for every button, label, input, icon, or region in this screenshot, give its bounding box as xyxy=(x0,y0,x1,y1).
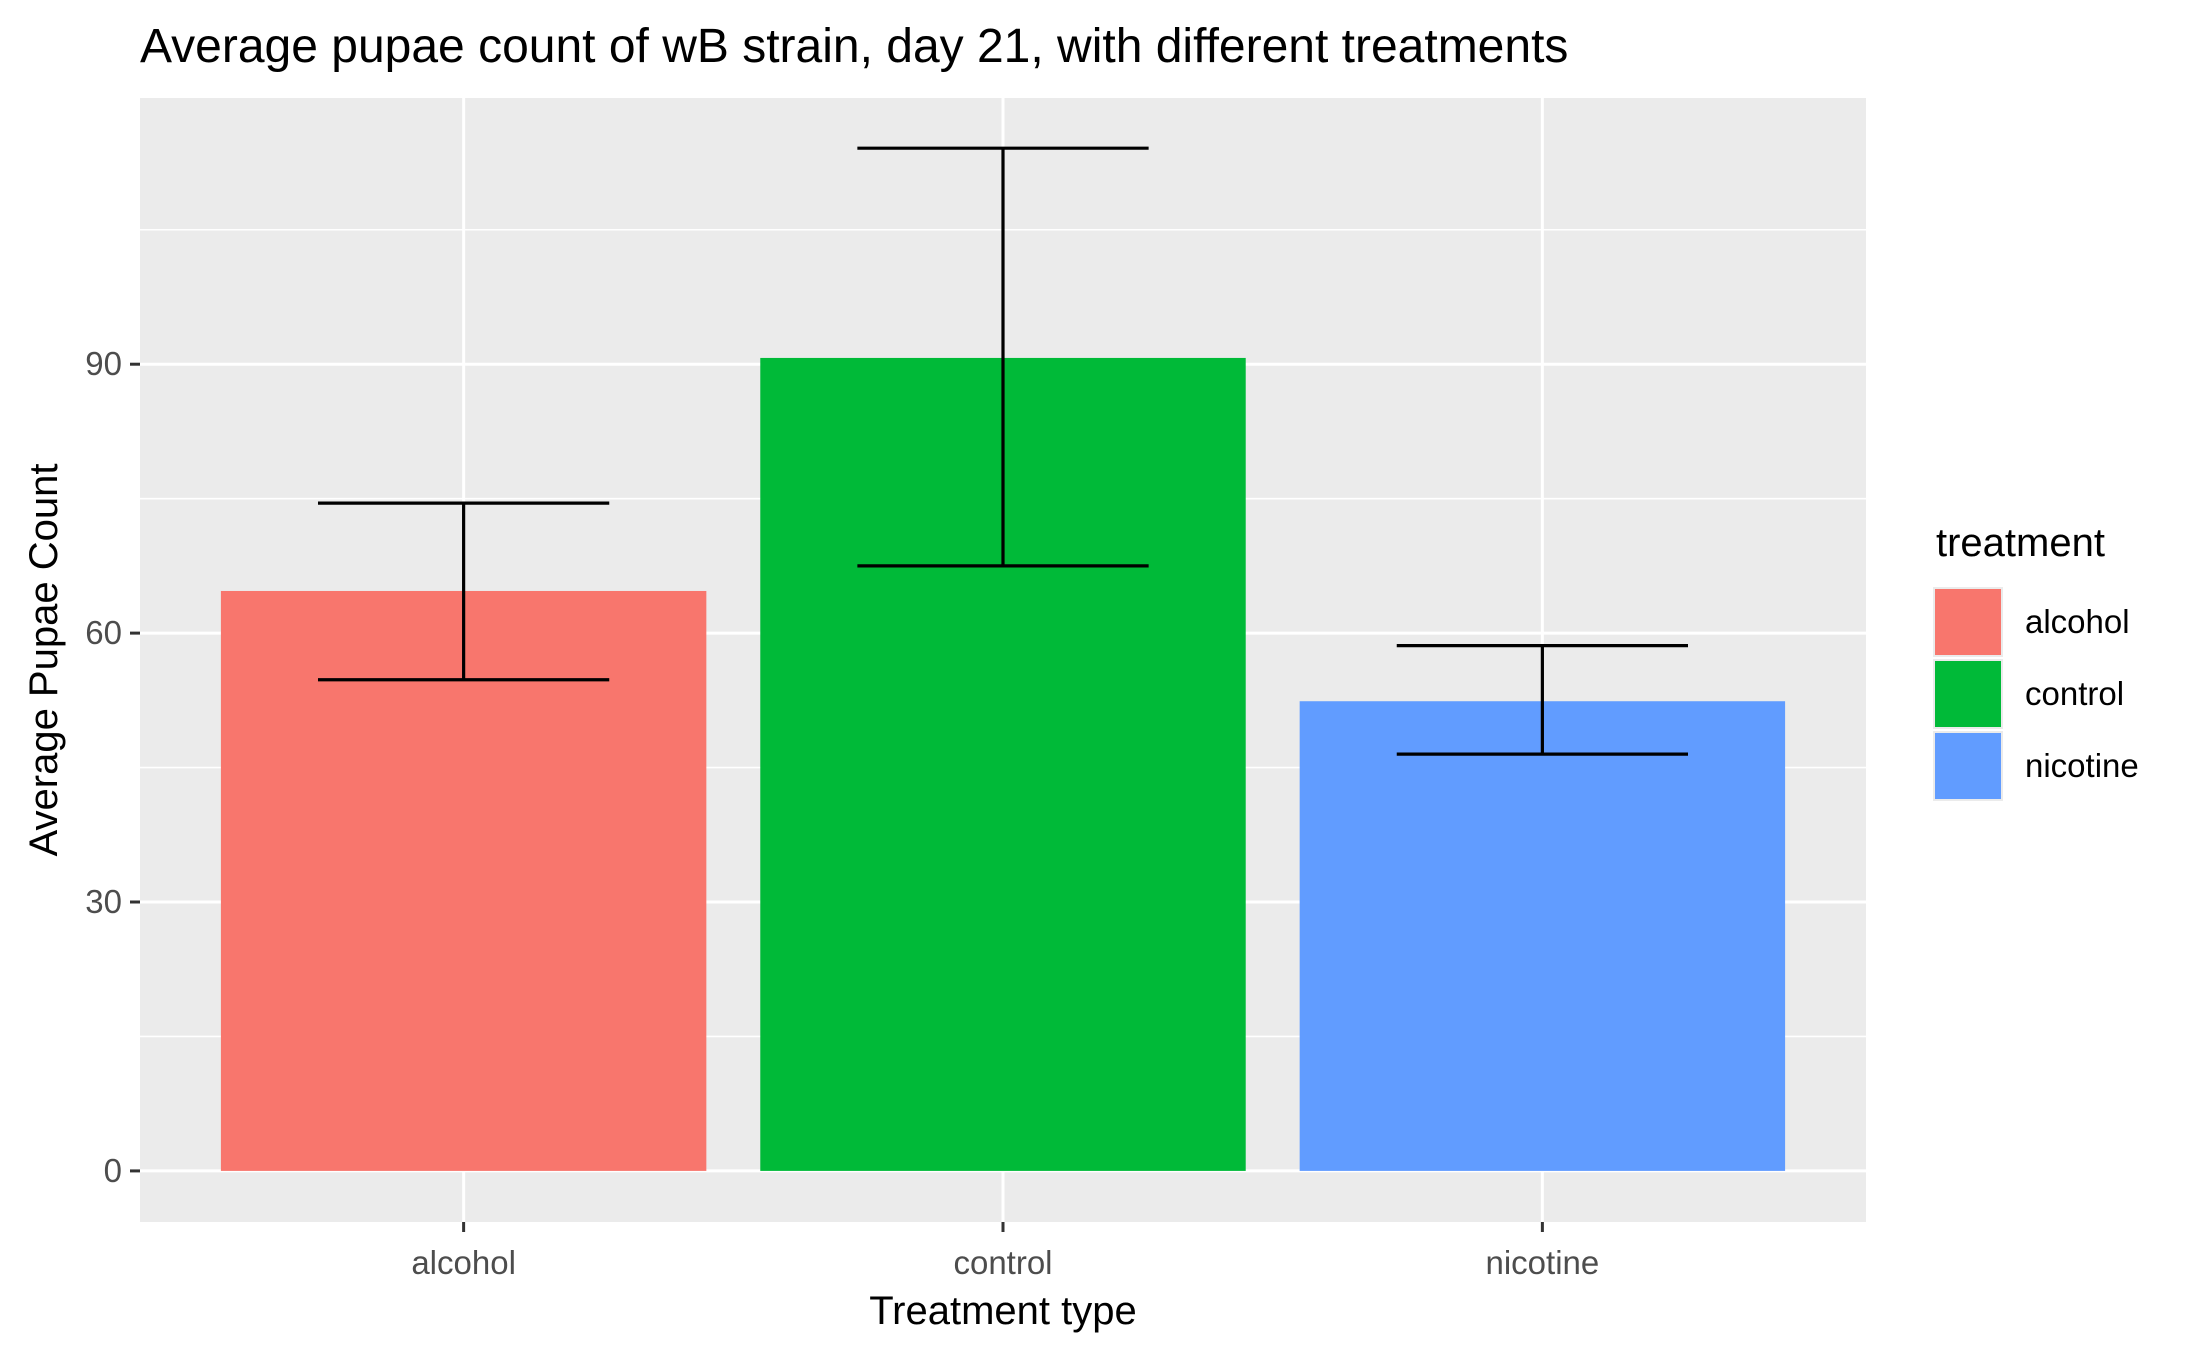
legend-title: treatment xyxy=(1936,521,2105,565)
legend-label-control: control xyxy=(2025,675,2124,712)
x-axis-title: Treatment type xyxy=(869,1289,1137,1333)
y-axis-title: Average Pupae Count xyxy=(22,464,66,857)
legend-entries: alcohol control nicotine xyxy=(1933,587,2139,801)
legend-swatch-control xyxy=(1935,661,2001,727)
legend: treatment alcohol control nicotine xyxy=(1933,521,2139,801)
error-bar-control xyxy=(857,146,1149,568)
y-tick-label: 30 xyxy=(85,883,122,920)
legend-entry-alcohol: alcohol xyxy=(1933,587,2130,657)
bar-alcohol xyxy=(220,590,707,1171)
chart-title: Average pupae count of wB strain, day 21… xyxy=(140,20,1568,73)
legend-entry-nicotine: nicotine xyxy=(1933,731,2139,801)
y-axis: 0 30 60 90 xyxy=(85,345,140,1189)
y-tick-label: 90 xyxy=(85,345,122,382)
legend-swatch-alcohol xyxy=(1935,589,2001,655)
error-bar-alcohol xyxy=(317,501,610,682)
x-tick-label-control: control xyxy=(953,1244,1052,1281)
y-tick-label: 60 xyxy=(85,614,122,651)
legend-label-nicotine: nicotine xyxy=(2025,747,2139,784)
x-axis: alcohol control nicotine xyxy=(411,1222,1599,1281)
error-bar-nicotine xyxy=(1396,644,1689,756)
y-tick-label: 0 xyxy=(104,1152,122,1189)
x-tick-label-nicotine: nicotine xyxy=(1486,1244,1600,1281)
legend-label-alcohol: alcohol xyxy=(2025,603,2130,640)
bar-nicotine xyxy=(1299,701,1786,1171)
legend-entry-control: control xyxy=(1933,659,2124,729)
error-bars xyxy=(317,146,1689,756)
x-tick-label-alcohol: alcohol xyxy=(411,1244,516,1281)
legend-swatch-nicotine xyxy=(1935,733,2001,799)
